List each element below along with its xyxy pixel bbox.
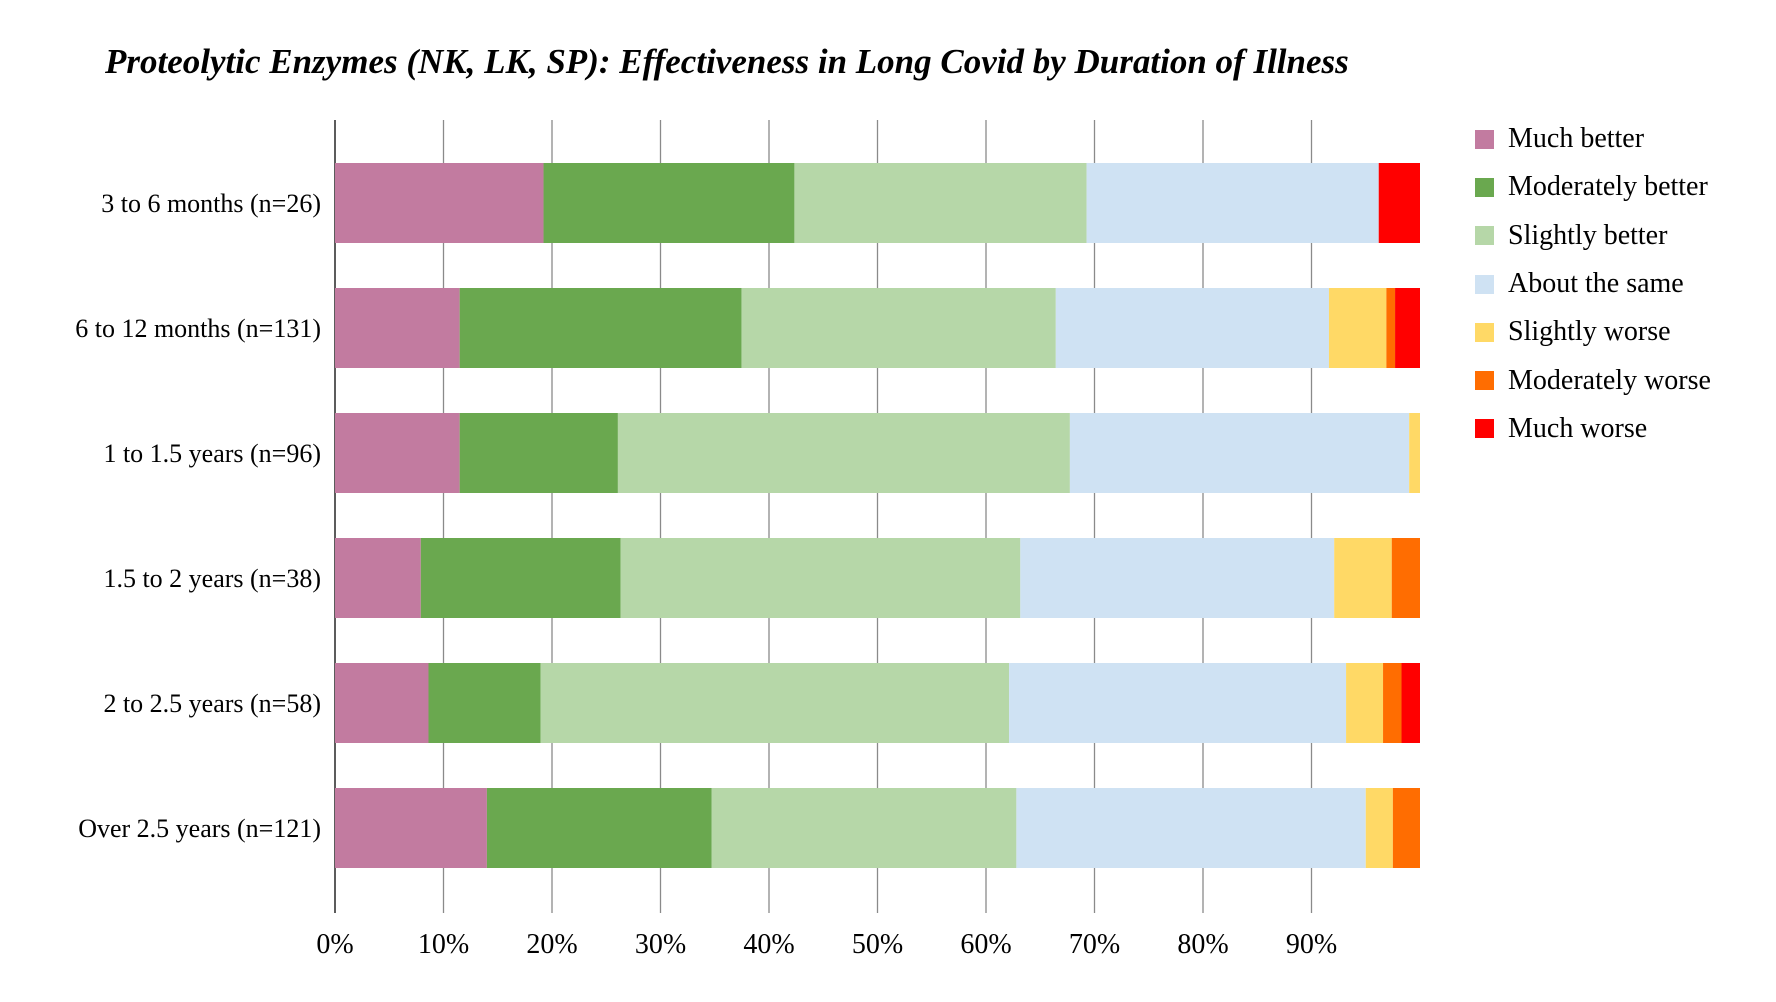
bar-segment-much-worse [1378, 163, 1420, 243]
x-tick-label: 20% [526, 929, 577, 960]
bar-segment-much-better [335, 288, 460, 368]
x-tick-label: 70% [1069, 929, 1120, 960]
legend-item: Moderately worse [1475, 356, 1711, 404]
legend-item: Slightly better [1475, 212, 1711, 260]
bar-segment-much-better [335, 538, 421, 618]
bar-segment-much-better [335, 163, 544, 243]
legend-label: About the same [1508, 268, 1684, 300]
gridlines [334, 120, 1313, 913]
legend-item: About the same [1475, 260, 1711, 308]
legend-item: Slightly worse [1475, 308, 1711, 356]
legend-label: Much better [1508, 123, 1645, 155]
x-tick-label: 60% [960, 929, 1011, 960]
bar-segment-much-better [335, 788, 487, 868]
legend-swatch [1475, 226, 1494, 246]
bar-segment-much-better [335, 413, 460, 493]
legend-swatch [1475, 177, 1494, 197]
x-tick-label: 30% [635, 929, 686, 960]
legend-label: Slightly worse [1508, 316, 1671, 348]
bar-segment-moderately-better [486, 788, 712, 868]
bar-segment-slightly-better [617, 413, 1070, 493]
bar-segment-moderately-worse [1383, 663, 1402, 743]
legend-item: Moderately better [1475, 163, 1711, 211]
bar-segment-about-the-same [1016, 788, 1366, 868]
x-tick-label: 80% [1177, 929, 1228, 960]
bar-segment-much-better [335, 663, 429, 743]
legend-swatch [1475, 419, 1494, 439]
bar-segment-about-the-same [1055, 288, 1329, 368]
bar-segment-slightly-better [540, 663, 1010, 743]
bar-segment-slightly-better [794, 163, 1087, 243]
x-tick-label: 40% [743, 929, 794, 960]
bar-segment-moderately-better [420, 538, 621, 618]
legend-item: Much worse [1475, 405, 1711, 453]
bar-segment-moderately-better [428, 663, 541, 743]
bar-segment-slightly-better [711, 788, 1017, 868]
bar-segment-slightly-worse [1334, 538, 1392, 618]
x-tick-label: 10% [418, 929, 469, 960]
legend-swatch [1475, 371, 1494, 391]
bar-segment-much-worse [1401, 663, 1420, 743]
legend-label: Moderately worse [1508, 364, 1711, 396]
legend-label: Much worse [1508, 412, 1648, 444]
chart-title: Proteolytic Enzymes (NK, LK, SP): Effect… [105, 42, 1349, 81]
bar-segment-about-the-same [1020, 538, 1335, 618]
category-labels: 3 to 6 months (n=26) 6 to 12 months (n=13… [75, 189, 321, 843]
bars [335, 163, 1420, 868]
bar-segment-slightly-worse [1346, 663, 1384, 743]
legend-label: Moderately better [1508, 171, 1708, 203]
category-label: 1 to 1.5 years (n=96) [103, 439, 321, 468]
legend-swatch [1475, 129, 1494, 149]
category-label: 2 to 2.5 years (n=58) [103, 689, 321, 718]
bar-segment-much-worse [1395, 288, 1420, 368]
bar-segment-slightly-worse [1365, 788, 1393, 868]
bar-segment-moderately-worse [1386, 288, 1396, 368]
x-tick-label: 0% [316, 929, 353, 960]
category-label: Over 2.5 years (n=121) [78, 814, 321, 843]
bar-segment-about-the-same [1086, 163, 1379, 243]
bar-segment-moderately-better [459, 288, 742, 368]
legend-label: Slightly better [1508, 219, 1668, 251]
category-label: 3 to 6 months (n=26) [101, 189, 321, 218]
bar-segment-about-the-same [1009, 663, 1347, 743]
legend: Much better Moderately better Slightly bet… [1475, 115, 1711, 453]
bar-segment-moderately-better [543, 163, 795, 243]
bar-segment-slightly-better [620, 538, 1021, 618]
bar-segment-slightly-better [741, 288, 1056, 368]
legend-item: Much better [1475, 115, 1711, 163]
x-tick-label: 50% [852, 929, 903, 960]
bar-segment-moderately-worse [1392, 788, 1420, 868]
legend-swatch [1475, 322, 1494, 342]
bar-segment-moderately-worse [1391, 538, 1420, 618]
x-tick-label: 90% [1286, 929, 1337, 960]
category-label: 1.5 to 2 years (n=38) [103, 564, 321, 593]
x-tick-labels: 0% 10% 20% 30% 40% 50% 60% 70% 80% 90% [316, 929, 1337, 960]
bar-segment-moderately-better [459, 413, 618, 493]
legend-swatch [1475, 274, 1494, 294]
bar-segment-slightly-worse [1328, 288, 1387, 368]
bar-segment-slightly-worse [1409, 413, 1420, 493]
category-label: 6 to 12 months (n=131) [75, 314, 321, 343]
bar-segment-about-the-same [1069, 413, 1410, 493]
